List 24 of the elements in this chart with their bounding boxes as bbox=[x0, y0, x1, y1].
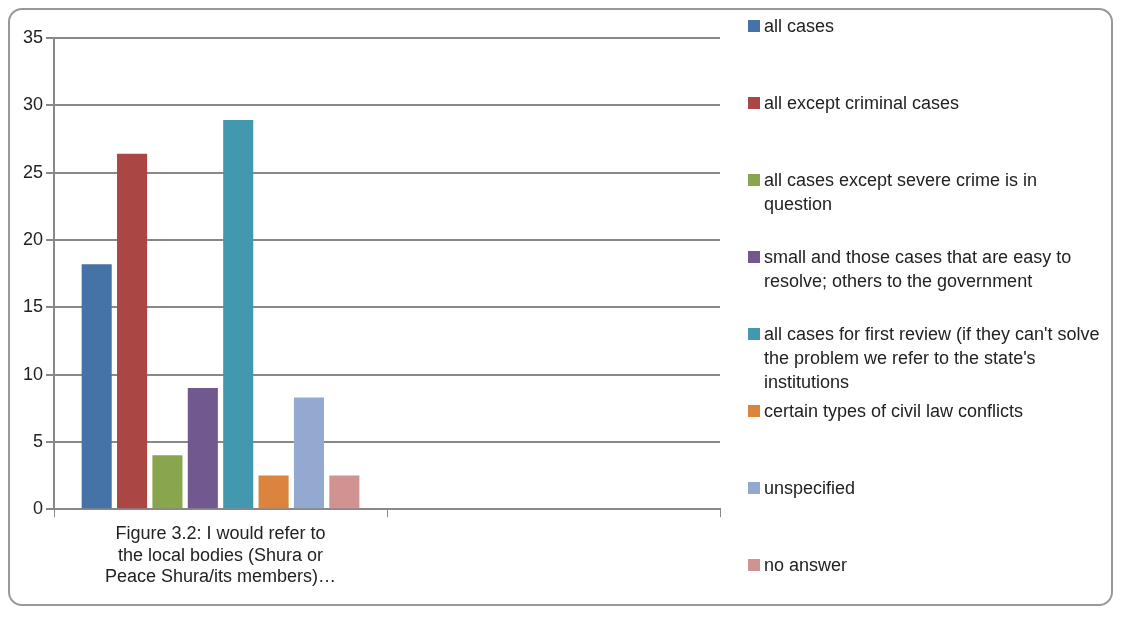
y-tick-label: 10 bbox=[22, 363, 44, 384]
y-tick-label: 25 bbox=[22, 161, 44, 182]
y-tick-label: 5 bbox=[33, 430, 44, 451]
legend-label: all cases bbox=[764, 15, 835, 38]
legend-label: all cases except severe crime is in question bbox=[764, 169, 1039, 216]
legend-label: small and those cases that are easy to resolve; others to the government bbox=[764, 246, 1073, 293]
legend-label: certain types of civil law conflicts bbox=[764, 400, 1024, 423]
bar bbox=[258, 475, 289, 509]
bar bbox=[187, 388, 218, 509]
bar bbox=[152, 455, 183, 509]
bar bbox=[293, 397, 324, 509]
legend-label: no answer bbox=[764, 554, 848, 577]
bar bbox=[329, 475, 360, 509]
bar bbox=[81, 264, 112, 509]
bar bbox=[117, 153, 148, 509]
bar bbox=[223, 120, 254, 509]
y-tick-label: 20 bbox=[22, 228, 44, 249]
x-tick-label: Figure 3.2: I would refer to the local bodies (Shura or Peace Shura/its members)… bbox=[104, 522, 337, 587]
y-tick-label: 0 bbox=[33, 498, 44, 519]
legend-label: unspecified bbox=[764, 477, 856, 500]
y-tick-label: 30 bbox=[22, 94, 44, 115]
y-tick-label: 35 bbox=[22, 26, 44, 47]
legend-label: all except criminal cases bbox=[764, 92, 960, 115]
y-tick-label: 15 bbox=[22, 296, 44, 317]
